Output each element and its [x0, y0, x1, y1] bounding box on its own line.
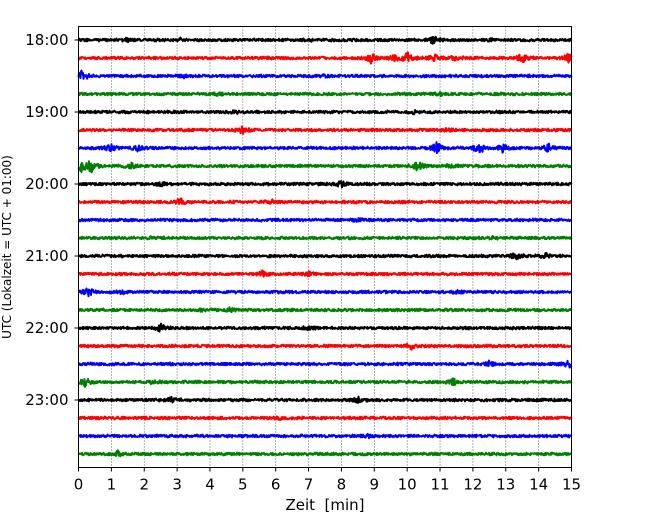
- x-axis-ticks: 0 1 2 3 4 5 6 7 8 9 10 11 12 13 14 15: [74, 467, 581, 494]
- trace-2145: [77, 306, 573, 314]
- trace-2315: [77, 415, 573, 421]
- y-tick-label: 22:00: [25, 319, 68, 337]
- trace-1815: [77, 51, 573, 65]
- x-tick-label: 13: [496, 476, 515, 494]
- trace-1830: [77, 69, 573, 80]
- y-tick-label: 20:00: [25, 175, 68, 193]
- trace-1945: [77, 160, 573, 174]
- y-axis-label: UTC (Lokalzeit = UTC + 01:00): [0, 155, 14, 339]
- trace-2300: [78, 395, 573, 404]
- x-tick-label: 10: [398, 476, 417, 494]
- y-tick-label: 23:00: [25, 391, 68, 409]
- trace-lines: [77, 35, 573, 458]
- trace-2000: [77, 180, 573, 189]
- trace-2245: [77, 377, 573, 388]
- trace-1915: [77, 125, 573, 135]
- x-tick-label: 11: [430, 476, 449, 494]
- trace-2230: [78, 359, 573, 369]
- trace-2215: [78, 342, 572, 351]
- trace-2045: [78, 234, 573, 241]
- trace-2015: [78, 197, 572, 206]
- y-tick-label: 18:00: [25, 31, 68, 49]
- x-tick-label: 2: [139, 476, 149, 494]
- trace-2115: [77, 269, 573, 278]
- x-tick-label: 9: [370, 476, 380, 494]
- trace-2345: [77, 449, 572, 458]
- x-tick-label: 4: [205, 476, 215, 494]
- x-tick-label: 0: [74, 476, 84, 494]
- trace-1845: [77, 91, 573, 98]
- trace-2100: [77, 251, 573, 261]
- x-axis-label: Zeit [min]: [285, 496, 364, 514]
- x-tick-label: 6: [271, 476, 281, 494]
- y-tick-label: 19:00: [25, 103, 68, 121]
- trace-1900: [77, 109, 573, 116]
- x-tick-label: 14: [529, 476, 548, 494]
- x-tick-label: 12: [463, 476, 482, 494]
- trace-1930: [77, 141, 573, 155]
- x-tick-label: 5: [238, 476, 248, 494]
- x-tick-label: 8: [337, 476, 347, 494]
- x-tick-label: 3: [172, 476, 182, 494]
- trace-2200: [78, 322, 572, 333]
- trace-2330: [77, 432, 573, 440]
- trace-1800: [77, 35, 573, 45]
- y-tick-label: 21:00: [25, 247, 68, 265]
- x-tick-label: 15: [562, 476, 581, 494]
- trace-2030: [78, 217, 572, 223]
- y-axis-ticks: 18:00 19:00 20:00 21:00 22:00 23:00: [25, 31, 79, 409]
- x-tick-label: 1: [107, 476, 117, 494]
- x-tick-label: 7: [304, 476, 314, 494]
- plot-frame: [78, 26, 572, 468]
- trace-2130: [77, 287, 573, 298]
